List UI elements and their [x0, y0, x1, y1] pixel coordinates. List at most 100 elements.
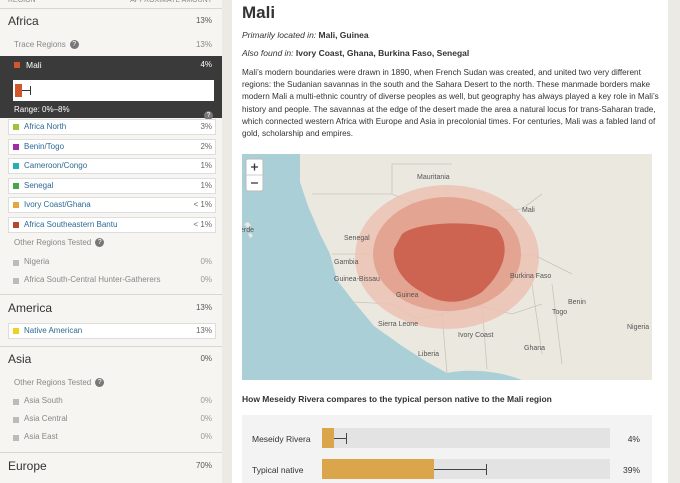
region-name: Asia South [24, 396, 63, 405]
swatch [13, 278, 19, 284]
swatch [13, 399, 19, 405]
region-name: Mali [26, 60, 42, 70]
map-label: Liberia [418, 351, 439, 358]
region-row[interactable] [8, 119, 216, 135]
separator [0, 8, 222, 9]
region-name: Africa Southeastern Bantu [24, 220, 118, 229]
region-name: Benin/Togo [24, 141, 65, 151]
amount: 1% [200, 161, 212, 171]
amount: < 1% [193, 220, 212, 229]
map-label: Guinea-Bissau [334, 276, 380, 283]
range-label: Range: 0%–8% [14, 105, 70, 114]
compare-title: How Meseidy Rivera compares to the typic… [242, 394, 552, 404]
amount: 13% [195, 303, 212, 312]
help-icon[interactable] [95, 378, 105, 387]
amount: 13% [195, 40, 212, 49]
group-name: Asia [8, 352, 32, 366]
value: Mali, Guinea [318, 30, 369, 40]
group-name: America [8, 301, 53, 315]
amount: 0% [200, 257, 212, 266]
label: Also found in: [242, 48, 294, 58]
amount: < 1% [193, 200, 212, 210]
range-tick [486, 464, 487, 475]
swatch [13, 202, 19, 209]
region-row[interactable] [8, 217, 216, 233]
swatch [13, 182, 19, 189]
compare-amount: 4% [627, 434, 640, 444]
swatch [13, 260, 19, 266]
region-name: Native American [24, 326, 83, 335]
group-name: Africa [8, 14, 39, 28]
bar [322, 459, 434, 479]
value: Ivory Coast, Ghana, Burkina Faso, Senega… [295, 48, 470, 58]
map-label: Benin [568, 299, 586, 306]
amount: APPROXIMATE AMOUNT [130, 0, 212, 4]
map-label: erde [242, 227, 254, 234]
range-fill [15, 84, 22, 97]
swatch [13, 143, 19, 150]
region-row[interactable] [8, 323, 216, 339]
map-label: Burkina Faso [510, 273, 551, 280]
amount: 13% [195, 326, 212, 335]
amount: 0% [200, 414, 212, 423]
group-name: Europe [8, 459, 47, 473]
amount: 0% [200, 432, 212, 441]
amount: 4% [200, 60, 212, 69]
swatch [14, 62, 20, 68]
region-name: Cameroon/Congo [24, 161, 88, 171]
amount: 70% [195, 461, 212, 470]
map-label: Gambia [334, 259, 359, 266]
help-icon[interactable] [204, 111, 213, 120]
map-label: Nigeria [627, 324, 649, 331]
section-label: Trace Regions [14, 40, 79, 49]
region-name: Senegal [24, 180, 54, 190]
separator [0, 346, 222, 347]
range-line [434, 469, 486, 470]
section-label: Other Regions Tested [14, 238, 105, 247]
help-icon[interactable] [95, 238, 105, 247]
primary: Primarily located in: Mali, Guinea [242, 30, 369, 40]
detail-panel: Mali Primarily located in: Mali, Guinea … [232, 0, 668, 483]
amount: 0% [200, 396, 212, 405]
compare-name: Typical native [252, 465, 304, 475]
amount: 13% [195, 16, 212, 25]
amount: 0% [200, 275, 212, 284]
map-label: Sierra Leone [378, 321, 418, 328]
zoom-control[interactable] [245, 158, 264, 192]
range-tick [30, 86, 31, 95]
map[interactable]: Mauritania Mali Senegal Gambia Guinea-Bissau… [242, 154, 652, 380]
map-label: Mauritania [417, 174, 450, 181]
map-label: Ghana [524, 345, 545, 352]
map-label: Mali [522, 207, 535, 214]
range-line [334, 438, 346, 439]
separator [0, 294, 222, 295]
help-icon[interactable] [69, 40, 79, 49]
swatch [13, 163, 19, 170]
amount: 0% [200, 354, 212, 363]
section-label: Other Regions Tested [14, 378, 105, 387]
amount: 1% [200, 180, 212, 190]
help-wrap [200, 105, 213, 123]
range-box [13, 80, 214, 101]
swatch [13, 222, 19, 228]
title: Mali [242, 3, 276, 22]
map-label: Togo [552, 309, 567, 316]
also-found: Also found in: Ivory Coast, Ghana, Burki… [242, 48, 469, 58]
region-name: Nigeria [24, 257, 50, 266]
region-row[interactable] [8, 138, 216, 155]
label: Primarily located in: [242, 30, 317, 40]
map-label: Ivory Coast [458, 332, 493, 339]
region-row[interactable] [8, 177, 216, 194]
map-label: Senegal [344, 235, 370, 242]
region-name: Africa North [24, 122, 67, 131]
swatch [13, 435, 19, 441]
amount: 3% [200, 122, 212, 131]
bar [322, 428, 334, 448]
swatch [13, 124, 19, 130]
description: Mali’s modern boundaries were drawn in 1… [242, 68, 659, 139]
region-row[interactable] [8, 158, 216, 175]
swatch [13, 328, 19, 334]
compare-amount: 39% [622, 465, 640, 475]
region-row[interactable] [8, 197, 216, 214]
